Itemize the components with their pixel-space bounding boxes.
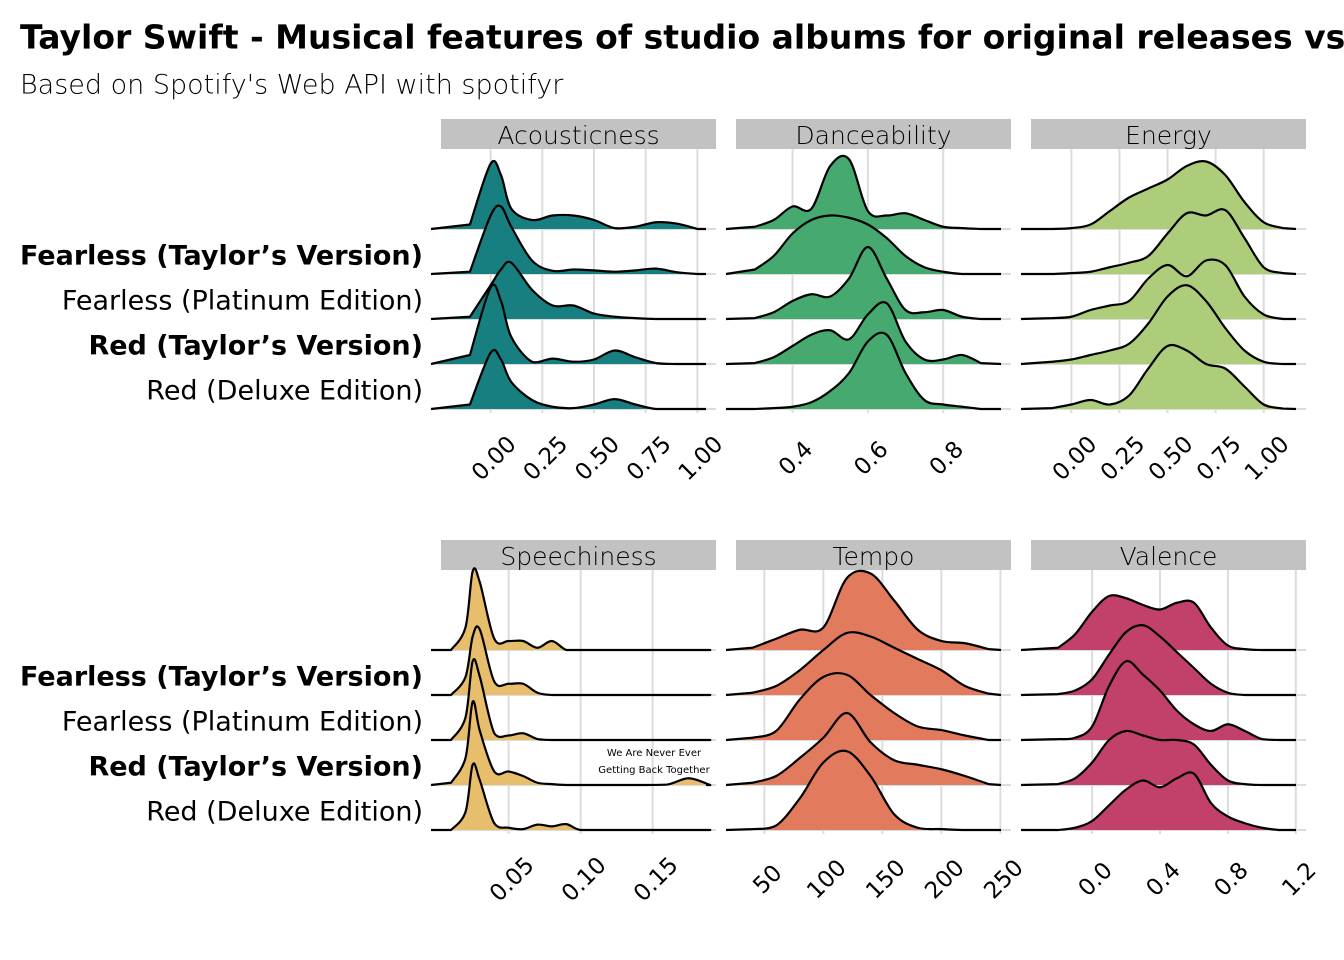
album-label: Red (Taylor’s Version) (88, 331, 423, 362)
x-tick-label: 150 (861, 855, 910, 904)
density-ridge (1021, 771, 1296, 832)
x-tick-label: 250 (979, 855, 1028, 904)
x-tick-label: 1.2 (1277, 858, 1321, 902)
density-ridge (430, 204, 706, 276)
density-ridge (1020, 659, 1296, 742)
density-ridge (725, 569, 1002, 652)
album-label: Red (Taylor’s Version) (88, 752, 423, 783)
x-tick-label: 200 (920, 855, 969, 904)
x-tick-label: 1.00 (1240, 431, 1295, 486)
album-label: Fearless (Platinum Edition) (62, 286, 423, 317)
density-ridge (725, 631, 1002, 697)
x-tick-label: 0.00 (1048, 431, 1103, 486)
album-label: Fearless (Taylor’s Version) (20, 241, 423, 272)
density-ridge (725, 301, 1002, 366)
chart-title: Taylor Swift - Musical features of studi… (20, 18, 1344, 57)
album-label: Fearless (Platinum Edition) (62, 707, 423, 738)
density-ridge (1020, 343, 1297, 411)
density-ridge (1020, 284, 1296, 366)
annotation: Getting Back Together (598, 765, 710, 776)
density-ridge (725, 245, 1001, 321)
density-ridge (1021, 208, 1297, 276)
x-tick-label: 0.10 (557, 852, 612, 907)
album-label: Fearless (Taylor’s Version) (20, 662, 423, 693)
x-tick-label: 0.4 (1142, 858, 1186, 902)
density-ridge (725, 749, 1001, 832)
density-ridge (430, 159, 706, 231)
density-ridge (431, 658, 712, 742)
annotation: We Are Never Ever (607, 748, 702, 759)
density-ridge (726, 331, 1001, 411)
x-tick-label: 50 (748, 860, 787, 899)
x-tick-label: 1.00 (674, 431, 729, 486)
chart-subtitle: Based on Spotify's Web API with spotifyr (20, 70, 564, 101)
density-ridge (1021, 160, 1297, 231)
facet-title: Acousticness (497, 121, 659, 150)
density-ridge (1020, 729, 1296, 787)
density-ridge (431, 762, 712, 832)
facet-strip (1031, 119, 1306, 149)
album-label: Red (Deluxe Edition) (146, 376, 423, 407)
x-tick-label: 0.0 (1074, 858, 1118, 902)
facet-title: Valence (1120, 542, 1218, 571)
facet-title: Speechiness (500, 542, 656, 571)
x-tick-label: 0.50 (1144, 431, 1199, 486)
facet-strip (736, 540, 1011, 570)
density-ridge (431, 625, 712, 697)
x-tick-label: 0.4 (774, 437, 818, 481)
facet-title: Energy (1125, 121, 1212, 150)
density-ridge (725, 154, 1001, 231)
density-ridge (725, 711, 1002, 787)
facet-title: Danceability (795, 121, 951, 150)
x-tick-label: 0.15 (629, 852, 684, 907)
density-ridge (430, 348, 706, 411)
x-tick-label: 0.50 (570, 431, 625, 486)
x-tick-label: 0.25 (519, 431, 574, 486)
density-ridge (430, 283, 706, 366)
density-ridge (725, 214, 1001, 276)
album-label: Red (Deluxe Edition) (146, 797, 423, 828)
density-ridge (430, 700, 712, 787)
density-ridge (431, 567, 712, 652)
x-tick-label: 0.8 (1209, 858, 1253, 902)
x-tick-label: 0.05 (485, 852, 540, 907)
facet-title: Tempo (833, 542, 915, 571)
facet-strip (736, 119, 1011, 149)
x-tick-label: 0.75 (1192, 431, 1247, 486)
x-tick-label: 0.6 (849, 437, 893, 481)
x-tick-label: 100 (802, 855, 851, 904)
density-ridge (1020, 258, 1296, 321)
x-tick-label: 0.00 (467, 431, 522, 486)
x-tick-label: 0.25 (1096, 431, 1151, 486)
facet-strip (441, 119, 716, 149)
density-ridge (725, 671, 1001, 742)
x-tick-label: 0.75 (622, 431, 677, 486)
density-ridge (1020, 594, 1296, 652)
facet-strip (1031, 540, 1306, 570)
facet-strip (441, 540, 716, 570)
density-ridge (1020, 624, 1296, 697)
x-tick-label: 0.8 (925, 437, 969, 481)
